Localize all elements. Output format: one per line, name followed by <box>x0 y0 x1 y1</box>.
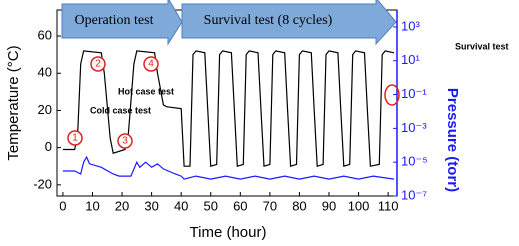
annotation: 3 <box>122 136 128 147</box>
x-tick-label: 90 <box>322 198 336 213</box>
data-line <box>62 50 395 167</box>
marker-circle <box>67 130 83 146</box>
y2-tick-label: 10⁻³ <box>401 120 427 135</box>
y-tick-label: 20 <box>38 102 52 117</box>
y-tick-label: -20 <box>33 176 52 191</box>
marker-circle <box>117 133 133 149</box>
y2-tick-label: 10³ <box>401 18 420 33</box>
annotation: Hot case test <box>118 86 174 96</box>
y2-tick-label: 10⁻⁵ <box>401 154 428 169</box>
x-tick-label: 50 <box>204 198 218 213</box>
y2-axis-label: Pressure (torr) <box>444 88 461 192</box>
annotation: Survival test (8 cycles) <box>204 13 333 28</box>
data-line <box>62 155 395 180</box>
annotation: 1 <box>72 133 78 144</box>
x-tick-label: 20 <box>115 198 129 213</box>
survival-arrow <box>181 0 397 46</box>
x-tick-label: 0 <box>59 198 66 213</box>
x-tick-label: 60 <box>233 198 247 213</box>
y-tick-label: 40 <box>38 65 52 80</box>
x-tick-label: 40 <box>174 198 188 213</box>
annotation: Survival test <box>455 41 509 51</box>
x-tick-label: 80 <box>292 198 306 213</box>
annotation: 2 <box>95 59 101 70</box>
marker-circle <box>90 56 106 72</box>
x-tick-label: 100 <box>348 198 370 213</box>
operation-arrow <box>61 0 183 46</box>
annotation: 4 <box>148 59 154 70</box>
x-tick-label: 110 <box>378 198 399 213</box>
marker-circle <box>143 56 159 72</box>
marker-circle <box>384 84 400 106</box>
y2-tick-label: 10⁻⁷ <box>401 187 427 202</box>
x-tick-label: 70 <box>263 198 277 213</box>
x-tick-label: 10 <box>85 198 99 213</box>
x-axis-label: Time (hour) <box>190 224 267 241</box>
annotation: Cold case test <box>90 105 151 115</box>
y2-tick-label: 10⁻¹ <box>401 86 427 101</box>
x-tick-label: 30 <box>144 198 158 213</box>
y2-tick-label: 10¹ <box>401 52 420 67</box>
y-tick-label: 60 <box>38 27 52 42</box>
y-tick-label: 0 <box>45 139 52 154</box>
annotation: Operation test <box>75 13 154 28</box>
y-axis-label: Temperature (°C) <box>5 45 22 160</box>
